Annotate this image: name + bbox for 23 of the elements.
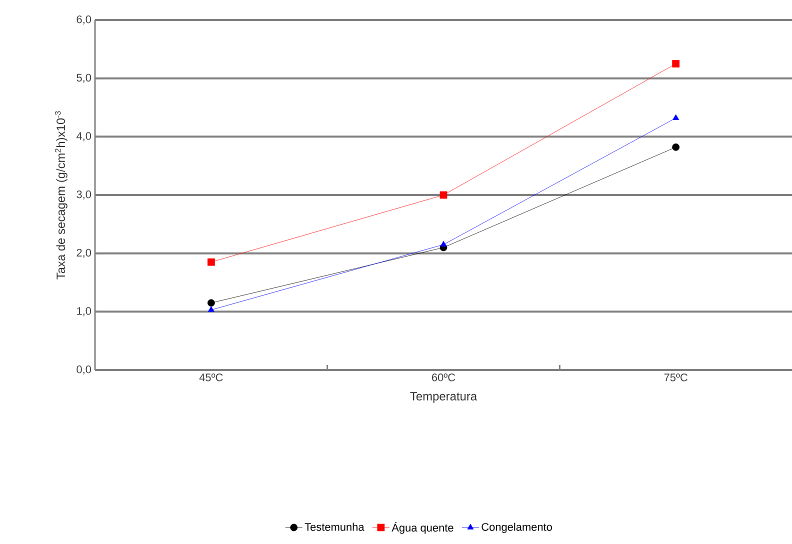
y-tick-label: 2,0 [76,248,92,258]
x-tick-label: 60ºC [432,374,456,382]
point [672,143,680,151]
legend-label: Água quente [392,522,454,534]
y-tick-label: 5,0 [76,74,92,83]
point [208,306,214,312]
y-axis-title: Taxa de secagem (g/cm$^{2}$h)x10$^{-3}$ [55,111,68,280]
x-tick-label: 45ºC [199,374,223,382]
legend-label: Congelamento [482,522,552,533]
y-tick-label: 1,0 [77,307,92,316]
point [672,60,680,68]
point [440,240,447,247]
y-tick-label: 3,0 [76,190,92,200]
legend-label: Testemunha [304,522,364,531]
point [207,258,215,266]
point [440,191,448,199]
x-axis-title: Temperatura [410,392,478,403]
point [672,114,680,120]
point [207,299,215,307]
y-tick-label: 4,0 [76,132,92,142]
y-tick-label: 6,0 [76,15,92,25]
x-tick-label: 75ºC [664,374,688,382]
y-tick-label: 0,0 [76,365,92,375]
